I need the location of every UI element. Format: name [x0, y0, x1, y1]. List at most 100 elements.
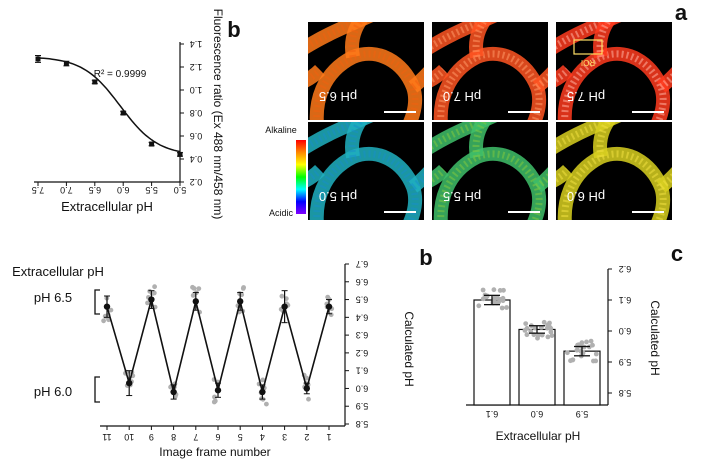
image-tile: pH 6.5	[308, 22, 424, 120]
frames-x-tick-label: 10	[124, 432, 134, 442]
frames-y-tick-label: 5.9	[356, 401, 369, 411]
cal-y-tick-label: 0.4	[190, 154, 203, 164]
frames-x-tick-label: 1	[326, 432, 331, 442]
tissue-wall-speckle	[348, 22, 364, 58]
roi-label: ROI	[581, 58, 595, 67]
tissue-wall	[532, 167, 548, 193]
tissue-wall-speckle	[313, 50, 419, 120]
panel-letter-c: c	[671, 241, 683, 266]
bar-replicate-dot	[532, 325, 538, 331]
bar-replicate-dot	[545, 334, 551, 340]
bar-replicate-dot	[480, 287, 486, 293]
tile-content	[556, 122, 672, 220]
tissue-wall	[408, 167, 424, 193]
tissue-wall	[432, 65, 449, 88]
frames-legend-title: Extracellular pH	[12, 264, 104, 279]
frames-xlabel: Image frame number	[159, 445, 270, 459]
bar-replicate-dot	[524, 325, 530, 331]
cal-y-tick-label: 1.0	[190, 85, 203, 95]
frames-replicate-dot	[145, 300, 150, 306]
tile-label: pH 7.0	[443, 89, 481, 104]
cal-y-tick-label: 0.6	[190, 131, 203, 141]
bars-category-label: 6.1	[486, 409, 499, 419]
tile-label: pH 7.5	[567, 89, 605, 104]
frames-chart: Extracellular pH pH 6.5 pH 6.0 Image fra…	[12, 259, 416, 459]
frames-y-tick-label: 6.3	[356, 330, 369, 340]
tissue-wall	[532, 67, 548, 93]
tissue-wall	[432, 22, 498, 54]
frames-replicate-dot	[212, 398, 218, 404]
frames-y-tick-label: 6.1	[356, 366, 369, 376]
tissue-wall	[556, 165, 573, 188]
frames-y-tick-label: 6.5	[356, 295, 369, 305]
bar-replicate-dot	[579, 340, 585, 346]
bar-replicate-dot	[523, 321, 529, 326]
frames-replicate-dot	[151, 290, 157, 296]
frames-point	[148, 296, 155, 303]
bar-replicate-dot	[501, 287, 506, 293]
frames-point	[281, 303, 288, 310]
frames-bracket-label-low: pH 6.0	[34, 384, 72, 399]
cal-y-tick-label: 1.2	[190, 62, 203, 72]
colorbar-rect	[296, 140, 306, 214]
tile-label: pH 6.5	[319, 89, 357, 104]
bar-replicate-dot	[549, 333, 555, 338]
tissue-wall-speckle	[437, 150, 543, 220]
frames-replicate-dot	[306, 396, 311, 402]
cal-y-tick-label: 1.4	[190, 39, 203, 49]
bar-replicate-dot	[499, 305, 505, 311]
tile-label: pH 5.5	[443, 189, 481, 204]
frames-x-tick-label: 6	[215, 432, 220, 442]
frames-replicate-dot	[279, 293, 285, 299]
ph-colorbar: Alkaline Acidic	[265, 125, 306, 218]
panel-letter-b-bottom: b	[419, 245, 432, 270]
frames-x-tick-label: 11	[102, 432, 111, 442]
cal-point	[92, 79, 98, 85]
bars-y-tick-label: 6.1	[619, 295, 632, 305]
tissue-wall	[408, 67, 424, 93]
bar-replicate-dot	[504, 305, 509, 310]
tissue-wall-speckle	[596, 22, 612, 58]
frames-y-tick-label: 6.2	[356, 348, 369, 358]
bars-category-label: 6.0	[531, 409, 544, 419]
tissue-wall	[308, 65, 325, 88]
bar-replicate-dot	[476, 303, 482, 309]
tissue-wall-speckle	[313, 150, 419, 220]
frames-point	[192, 298, 199, 305]
frames-point	[103, 303, 111, 310]
bracket-high	[94, 289, 100, 315]
bar-replicate-dot	[574, 347, 580, 353]
cal-x-tick-label: 6.5	[89, 185, 102, 195]
bar-replicate-dot	[588, 338, 594, 344]
frames-replicate-dot	[190, 293, 196, 298]
frames-point	[214, 387, 222, 394]
frames-x-tick-label: 5	[238, 432, 243, 442]
frames-series-line	[106, 299, 330, 393]
bar-replicate-dot	[535, 333, 541, 338]
bars-y-tick-label: 6.0	[619, 326, 632, 336]
cal-point	[35, 56, 41, 62]
tissue-wall	[308, 165, 325, 188]
calibration-chart: R² = 0.9999 Extracellular pH Fluorescenc…	[32, 9, 225, 220]
frames-y-tick-label: 6.0	[356, 383, 369, 393]
tissue-wall-speckle	[596, 122, 612, 158]
tile-label: pH 5.0	[319, 189, 357, 204]
tissue-wall-speckle	[472, 122, 488, 158]
tile-content	[432, 22, 548, 120]
roi-box	[573, 39, 603, 55]
frames-point	[259, 388, 266, 396]
bar-replicate-dot	[548, 329, 554, 335]
frames-x-tick-label: 7	[193, 432, 198, 442]
bar-replicate-dot	[491, 287, 497, 293]
frames-replicate-dot	[260, 377, 266, 383]
bar-replicate-dot	[480, 296, 486, 302]
bar-replicate-dot	[570, 357, 575, 363]
bar-replicate-dot	[500, 298, 506, 304]
image-tile: pH 5.5	[432, 122, 548, 220]
cal-x-tick-label: 5.5	[145, 185, 158, 195]
colorbar-bottom-label: Acidic	[269, 208, 294, 218]
image-grid: pH 7.5 ROI pH 7.0 pH 6.5 pH 6.0 pH 5.5 pH 5.0	[308, 22, 672, 220]
bar	[518, 328, 556, 406]
frames-replicate-dot	[264, 401, 269, 407]
